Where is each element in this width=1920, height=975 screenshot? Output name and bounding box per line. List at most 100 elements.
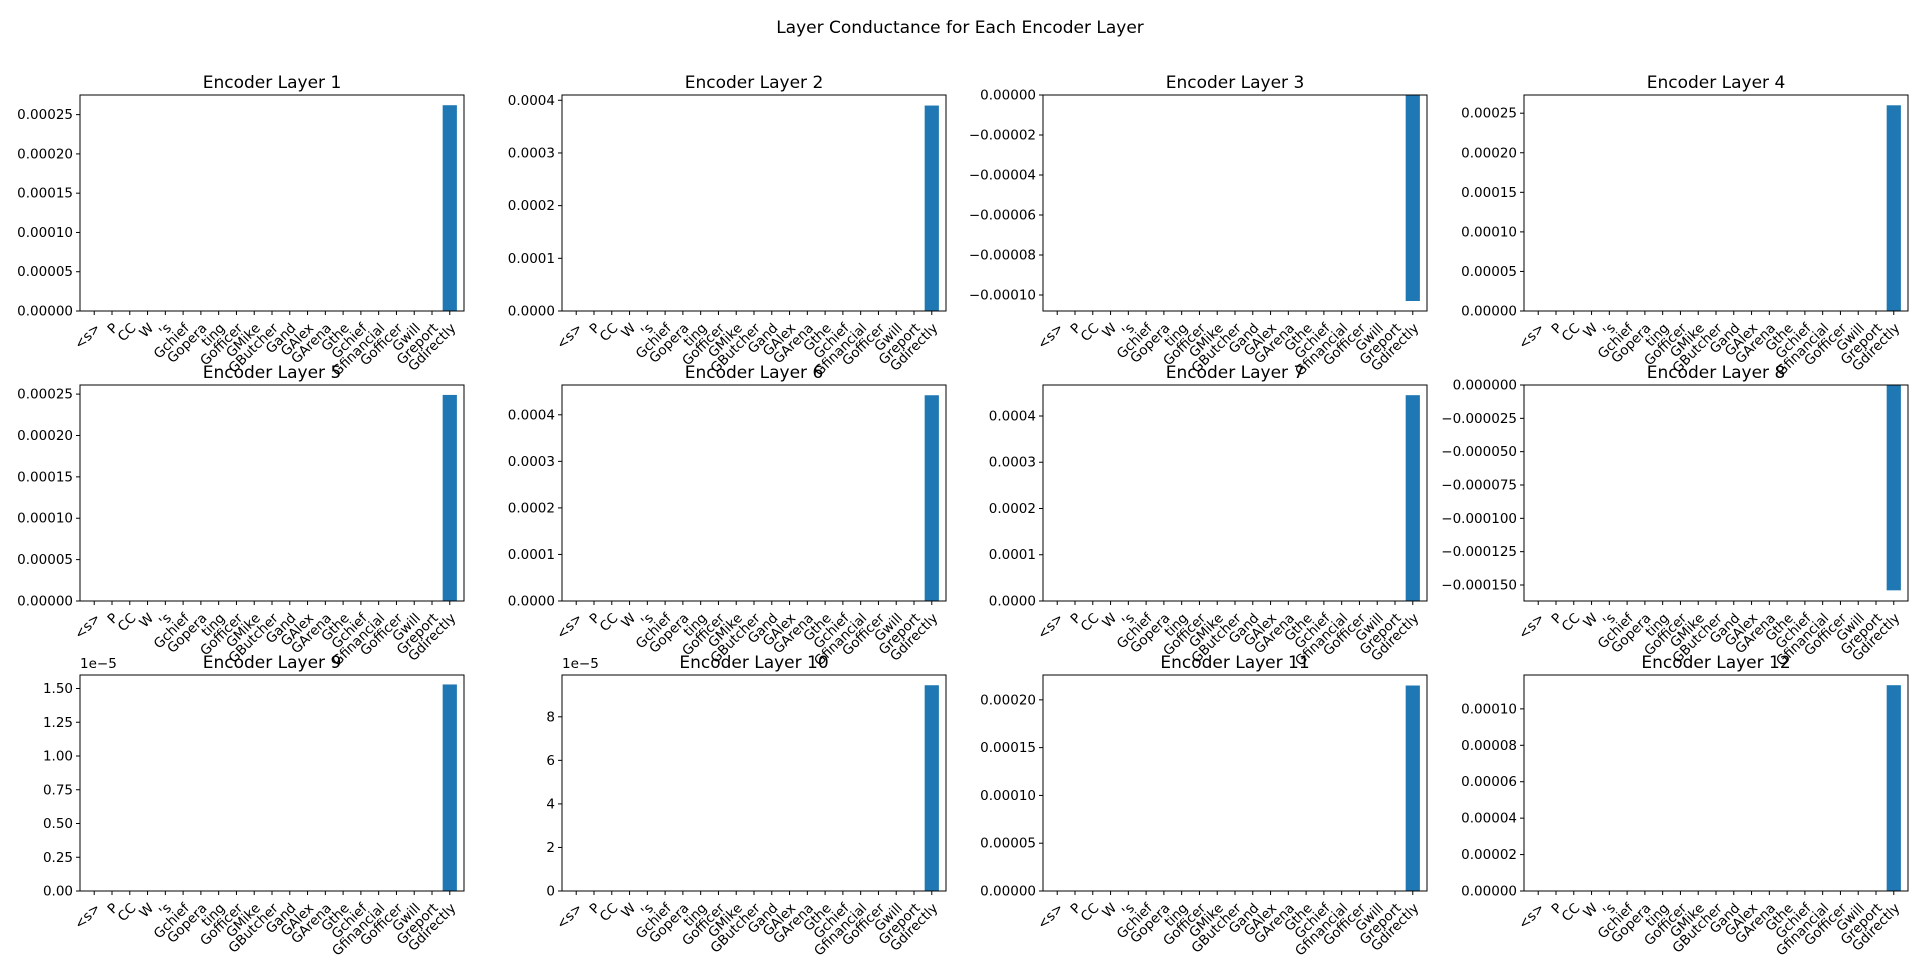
subplot-3-ytick-label-4: −0.00006 [969, 208, 1036, 224]
subplot-5-ytick-label-4: 0.00015 [17, 469, 73, 485]
subplot-1-xtick-label-1: <s> [72, 320, 104, 352]
subplot-6-ytick-label-3: 0.0002 [508, 500, 555, 516]
subplot-8-xtick-label-4: W [1580, 610, 1601, 631]
subplot-10-ytick-label-5: 8 [546, 709, 555, 725]
subplot-9-ytick-label-3: 0.50 [43, 816, 73, 832]
subplot-2-ytick-label-5: 0.0004 [508, 93, 555, 109]
subplot-4-title: Encoder Layer 4 [1647, 73, 1786, 93]
subplot-7-ytick-label-1: 0.0000 [989, 594, 1036, 610]
subplot-4-bar-21 [1886, 105, 1901, 311]
subplot-9-axes-frame [79, 674, 465, 892]
subplot-6-xtick-label-3: CC [597, 610, 622, 635]
subplot-2-axes-frame [561, 94, 947, 312]
subplot-5-ytick-label-3: 0.00010 [17, 511, 73, 527]
subplot-8-ytick-label-2: −0.000025 [1441, 411, 1517, 427]
subplot-12-ytick-label-3: 0.00004 [1461, 811, 1517, 827]
subplot-7-xtick-label-4: W [1099, 610, 1120, 631]
subplot-9-ytick-label-2: 0.25 [43, 850, 73, 866]
subplot-7-ytick-label-2: 0.0001 [989, 547, 1036, 563]
subplot-2-ytick-label-3: 0.0002 [508, 198, 555, 214]
subplot-2-xtick-label-3: CC [597, 320, 622, 345]
subplot-9-xtick-label-1: <s> [72, 900, 104, 932]
subplot-3-bar-21 [1405, 95, 1420, 301]
subplot-3-title: Encoder Layer 3 [1166, 73, 1305, 93]
subplot-5-axes-frame [79, 384, 465, 602]
subplot-3-xtick-label-1: <s> [1035, 320, 1067, 352]
subplot-9-xtick-label-3: CC [115, 900, 140, 925]
subplot-12-xtick-label-4: W [1580, 900, 1601, 921]
subplot-3-xtick-label-3: CC [1078, 320, 1103, 345]
subplot-1-ytick-label-3: 0.00010 [17, 225, 73, 241]
subplot-11-ytick-label-1: 0.00000 [980, 884, 1036, 900]
subplot-10-axes-frame [561, 674, 947, 892]
subplot-12-ytick-label-2: 0.00002 [1461, 847, 1517, 863]
subplot-9-ytick-label-5: 1.00 [43, 749, 73, 765]
subplot-5-xtick-label-1: <s> [72, 610, 104, 642]
subplot-11-ytick-label-4: 0.00015 [980, 740, 1036, 756]
subplot-1-xtick-label-3: CC [115, 320, 140, 345]
subplot-7-axes-frame [1042, 384, 1428, 602]
subplot-7-xtick-label-1: <s> [1035, 610, 1067, 642]
subplot-4-ytick-label-1: 0.00000 [1461, 304, 1517, 320]
subplot-8-ytick-label-6: −0.000125 [1441, 544, 1517, 560]
subplot-12-bar-21 [1886, 685, 1901, 891]
subplot-5-ytick-label-6: 0.00025 [17, 387, 73, 403]
subplot-1-xtick-label-4: W [136, 320, 157, 341]
subplot-10-offset-label: 1e−5 [562, 656, 599, 672]
subplot-8-ytick-label-7: −0.000150 [1441, 578, 1517, 594]
subplot-12-title: Encoder Layer 12 [1641, 653, 1790, 673]
subplot-4-xtick-label-4: W [1580, 320, 1601, 341]
subplot-8-axes-frame [1523, 384, 1909, 602]
subplot-12-ytick-label-6: 0.00010 [1461, 701, 1517, 717]
subplot-1-ytick-label-1: 0.00000 [17, 304, 73, 320]
subplot-12-ytick-label-1: 0.00000 [1461, 884, 1517, 900]
subplot-8-xtick-label-3: CC [1559, 610, 1584, 635]
subplot-9-ytick-label-1: 0.00 [43, 884, 73, 900]
subplot-4-axes-frame [1523, 94, 1909, 312]
subplot-3-ytick-label-2: −0.00002 [969, 128, 1036, 144]
subplot-11-bar-21 [1405, 685, 1420, 891]
subplot-9-bar-21 [442, 684, 457, 891]
subplot-8-ytick-label-1: 0.000000 [1453, 378, 1517, 394]
subplot-12-axes-frame [1523, 674, 1909, 892]
subplot-3-ytick-label-5: −0.00008 [969, 248, 1036, 264]
subplot-6-xtick-label-4: W [618, 610, 639, 631]
figure-title: Layer Conductance for Each Encoder Layer [776, 18, 1144, 38]
subplot-2-bar-21 [924, 105, 939, 311]
subplot-1-bar-21 [442, 105, 457, 312]
subplot-4-ytick-label-6: 0.00025 [1461, 106, 1517, 122]
subplot-4-ytick-label-3: 0.00010 [1461, 224, 1517, 240]
subplot-5-xtick-label-4: W [136, 610, 157, 631]
subplot-6-ytick-label-1: 0.0000 [508, 594, 555, 610]
subplot-5-xtick-label-3: CC [115, 610, 140, 635]
subplot-3-xtick-label-4: W [1099, 320, 1120, 341]
subplot-3-ytick-label-3: −0.00004 [969, 168, 1036, 184]
subplot-5-bar-21 [442, 394, 457, 601]
subplot-11-ytick-label-5: 0.00020 [980, 692, 1036, 708]
subplot-6-bar-21 [924, 395, 939, 601]
subplot-4-ytick-label-4: 0.00015 [1461, 185, 1517, 201]
subplot-2-xtick-label-4: W [618, 320, 639, 341]
subplot-8-xtick-label-1: <s> [1516, 610, 1548, 642]
subplot-7-bar-21 [1405, 395, 1420, 601]
subplot-10-ytick-label-3: 4 [546, 796, 555, 812]
subplot-10-title: Encoder Layer 10 [679, 653, 828, 673]
subplot-8-title: Encoder Layer 8 [1647, 363, 1786, 383]
subplot-6-ytick-label-2: 0.0001 [508, 547, 555, 563]
subplot-11-ytick-label-2: 0.00005 [980, 836, 1036, 852]
subplot-5-title: Encoder Layer 5 [203, 363, 342, 383]
subplot-7-xtick-label-3: CC [1078, 610, 1103, 635]
subplot-11-xtick-label-4: W [1099, 900, 1120, 921]
subplot-9-offset-label: 1e−5 [80, 656, 117, 672]
subplot-6-ytick-label-5: 0.0004 [508, 407, 555, 423]
subplot-8-ytick-label-5: −0.000100 [1441, 511, 1517, 527]
subplot-5-ytick-label-5: 0.00020 [17, 428, 73, 444]
subplot-9-ytick-label-6: 1.25 [43, 715, 73, 731]
subplot-10-ytick-label-1: 0 [546, 884, 555, 900]
subplot-4-ytick-label-5: 0.00020 [1461, 145, 1517, 161]
subplot-6-title: Encoder Layer 6 [685, 363, 824, 383]
subplot-4-ytick-label-2: 0.00005 [1461, 264, 1517, 280]
subplot-8-ytick-label-4: −0.000075 [1441, 478, 1517, 494]
subplot-1-title: Encoder Layer 1 [203, 73, 342, 93]
